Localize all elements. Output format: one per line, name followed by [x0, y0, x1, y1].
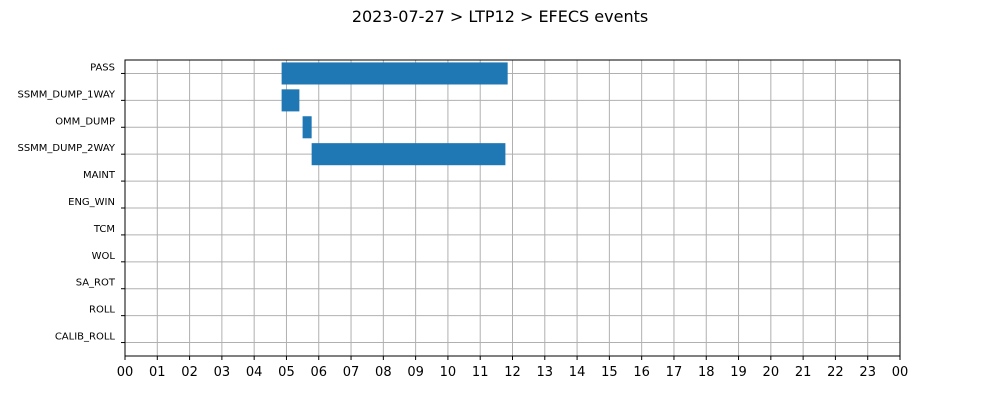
x-tick-label: 17: [666, 365, 683, 380]
y-tick-label: ENG_WIN: [68, 197, 115, 208]
y-tick-label: ROLL: [89, 305, 115, 316]
event-bar: [311, 143, 506, 166]
x-tick-label: 06: [310, 365, 327, 380]
x-tick-label: 19: [730, 365, 747, 380]
x-tick-label: 12: [504, 365, 521, 380]
x-tick-label: 18: [698, 365, 715, 380]
y-tick-label: OMM_DUMP: [55, 116, 115, 127]
x-tick-label: 14: [569, 365, 586, 380]
plot-frame: [124, 59, 901, 357]
x-tick-label: 13: [537, 365, 554, 380]
grid-layer: [124, 60, 901, 356]
x-tick-label: 00: [117, 365, 134, 380]
y-tick-label: TCM: [93, 224, 115, 235]
x-tick-label: 07: [343, 365, 360, 380]
x-tick-label: 23: [859, 365, 876, 380]
axis-layer: 00 01 02 03 04 05 06 07 08 09 10 11 12 13 14 15 16 17 18 19…: [17, 59, 909, 380]
y-tick-label: CALIB_ROLL: [55, 332, 116, 343]
x-tick-label: 10: [440, 365, 457, 380]
y-tick-label: WOL: [92, 251, 116, 262]
event-bar: [302, 116, 312, 139]
x-tick-label: 05: [278, 365, 295, 380]
x-tick-label: 00: [892, 365, 909, 380]
x-tick-label: 15: [601, 365, 618, 380]
x-tick-label: 11: [472, 365, 489, 380]
x-tick-label: 03: [214, 365, 231, 380]
event-bar: [281, 62, 508, 85]
y-tick-label: PASS: [90, 62, 115, 73]
y-tick-label: SA_ROT: [76, 278, 116, 289]
x-tick-label: 02: [181, 365, 198, 380]
x-tick-label: 04: [246, 365, 263, 380]
x-tick-label: 22: [827, 365, 844, 380]
x-tick-label: 20: [763, 365, 780, 380]
event-bar: [281, 89, 300, 112]
bar-layer: [281, 62, 508, 166]
x-tick-label: 09: [407, 365, 424, 380]
x-tick-label: 01: [149, 365, 166, 380]
y-tick-label: MAINT: [83, 170, 116, 181]
chart-title: 2023-07-27 > LTP12 > EFECS events: [352, 7, 648, 26]
x-tick-label: 08: [375, 365, 392, 380]
y-tick-label: SSMM_DUMP_2WAY: [17, 143, 115, 154]
x-tick-label: 21: [795, 365, 812, 380]
y-tick-label: SSMM_DUMP_1WAY: [17, 89, 115, 100]
x-tick-label: 16: [633, 365, 650, 380]
